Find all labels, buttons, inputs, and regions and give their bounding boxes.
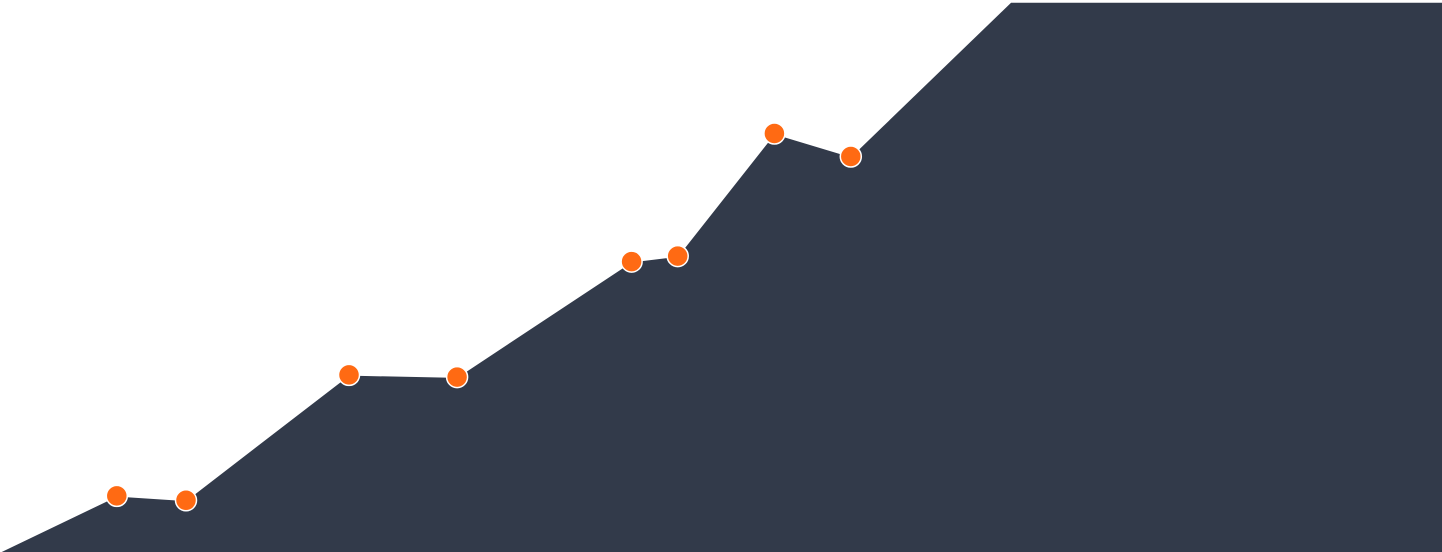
data-point-marker-6 [666,244,689,268]
data-point-marker-2 [174,489,198,512]
data-point-marker-5 [620,250,643,273]
marker-layer [105,122,863,512]
data-point-marker-7 [763,122,786,145]
data-point-marker-3 [337,363,361,387]
data-point-marker-1 [105,484,129,508]
data-point-marker-4 [445,365,469,389]
data-point-marker-8 [839,145,863,168]
